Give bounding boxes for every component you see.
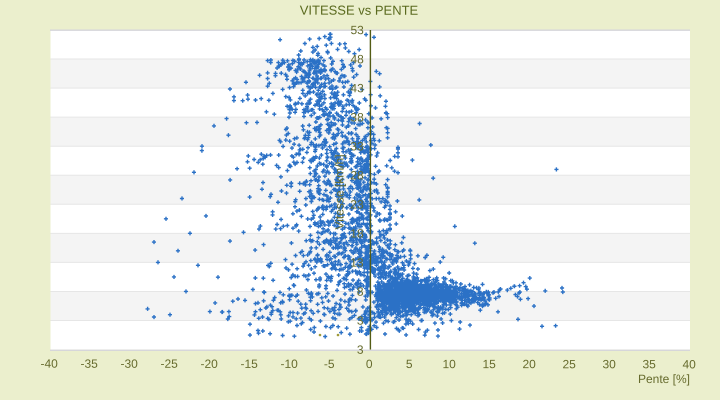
svg-text:-40: -40 [41, 357, 59, 371]
svg-text:13: 13 [350, 256, 364, 270]
svg-text:30: 30 [603, 357, 617, 371]
svg-text:Pente [%]: Pente [%] [638, 372, 690, 386]
svg-text:38: 38 [350, 110, 364, 124]
svg-text:35: 35 [643, 357, 657, 371]
svg-text:33: 33 [350, 139, 364, 153]
svg-text:-15: -15 [241, 357, 259, 371]
svg-text:23: 23 [350, 197, 364, 211]
svg-text:15: 15 [483, 357, 497, 371]
svg-text:20: 20 [523, 357, 537, 371]
svg-text:10: 10 [443, 357, 457, 371]
svg-text:40: 40 [683, 357, 697, 371]
svg-text:53: 53 [350, 23, 364, 37]
svg-text:-30: -30 [121, 357, 139, 371]
svg-text:28: 28 [350, 168, 364, 182]
svg-text:5: 5 [406, 357, 413, 371]
svg-text:48: 48 [350, 52, 364, 66]
svg-text:-20: -20 [201, 357, 219, 371]
svg-text:-35: -35 [81, 357, 99, 371]
svg-text:0: 0 [366, 357, 373, 371]
svg-text:3: 3 [357, 314, 364, 328]
svg-text:8: 8 [357, 285, 364, 299]
svg-text:43: 43 [350, 81, 364, 95]
svg-text:Vitesse [km/h]: Vitesse [km/h] [332, 154, 346, 229]
svg-text:25: 25 [563, 357, 577, 371]
svg-text:3: 3 [357, 343, 364, 357]
svg-text:-25: -25 [161, 357, 179, 371]
svg-text:18: 18 [350, 227, 364, 241]
svg-text:VITESSE vs PENTE: VITESSE vs PENTE [300, 3, 419, 18]
svg-text:-10: -10 [281, 357, 299, 371]
svg-text:-5: -5 [324, 357, 335, 371]
